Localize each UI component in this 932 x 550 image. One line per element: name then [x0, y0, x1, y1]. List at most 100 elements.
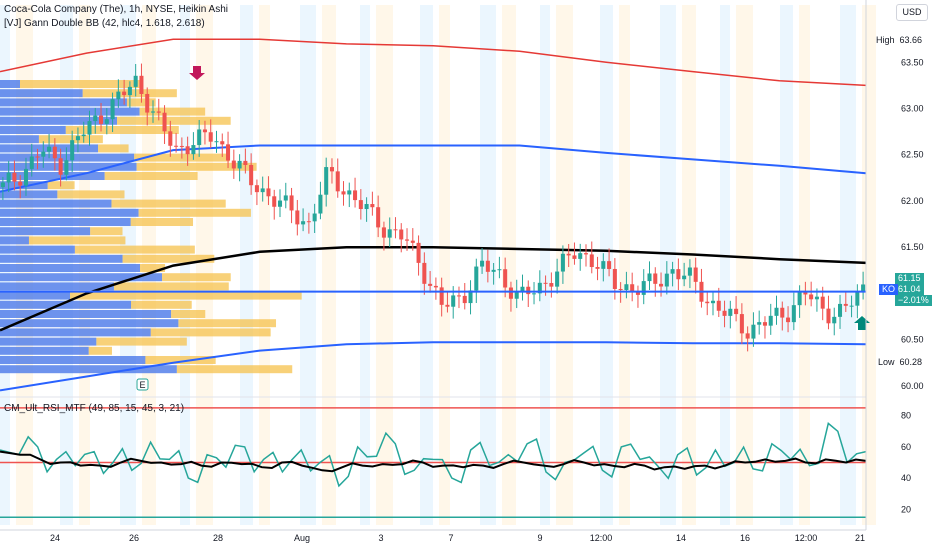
session-stripe	[196, 5, 213, 525]
candle-body	[433, 285, 438, 288]
volume-bar-up	[0, 236, 29, 245]
session-stripe	[660, 5, 676, 525]
candle-body	[376, 207, 381, 228]
candle-body	[480, 260, 485, 267]
volume-bar-up	[0, 208, 139, 217]
candle-body	[861, 284, 866, 293]
candle-body	[474, 266, 479, 291]
candle-body	[572, 255, 577, 259]
candle-body	[618, 288, 623, 290]
volume-bar-down	[139, 107, 206, 116]
candle-body	[399, 229, 404, 240]
session-stripe	[720, 5, 730, 525]
candle-body	[249, 164, 254, 186]
indicator-legend[interactable]: [VJ] Gann Double BB (42, hlc4, 1.618, 2.…	[4, 18, 205, 29]
candle-body	[329, 167, 334, 172]
volume-bar-down	[38, 135, 103, 144]
volume-bar-down	[150, 328, 271, 337]
candle-body	[110, 99, 115, 120]
time-tick-label: 16	[740, 533, 750, 543]
candle-body	[289, 195, 294, 211]
candle-body	[462, 295, 467, 304]
volume-bar-down	[98, 144, 129, 153]
candle-body	[243, 160, 248, 165]
volume-bar-up	[0, 356, 146, 364]
session-stripe	[702, 5, 714, 525]
candle-body	[353, 190, 358, 201]
volume-bar-up	[0, 282, 114, 291]
rsi-legend[interactable]: CM_Ult_RSI_MTF (49, 85, 15, 45, 3, 21)	[4, 403, 185, 414]
candle-body	[364, 204, 369, 210]
candle-body	[116, 91, 121, 100]
candle-body	[849, 305, 854, 307]
candle-body	[560, 253, 565, 272]
time-tick-label: 24	[50, 533, 60, 543]
candle-body	[503, 269, 508, 288]
candle-body	[716, 300, 721, 311]
session-stripe	[240, 5, 253, 525]
candle-body	[445, 304, 450, 307]
time-tick-label: 26	[129, 533, 139, 543]
candle-body	[52, 146, 57, 159]
candle-body	[12, 172, 17, 182]
candle-body	[260, 188, 265, 193]
volume-bar-up	[0, 89, 83, 98]
price-tick-label: 63.00	[901, 104, 924, 114]
volume-bar-down	[90, 227, 123, 236]
session-stripe	[759, 5, 774, 525]
candle-body	[301, 221, 306, 225]
time-tick-label: 3	[378, 533, 383, 543]
price-tick-label: 60.50	[901, 335, 924, 345]
price-change-label: −2.01%	[895, 295, 932, 306]
volume-bar-down	[122, 254, 215, 263]
rsi-tick-label: 20	[901, 504, 911, 514]
candle-body	[81, 134, 86, 137]
candle-body	[145, 93, 150, 113]
candle-body	[168, 131, 173, 146]
volume-bar-down	[104, 172, 198, 180]
volume-bar-down	[57, 190, 125, 199]
session-stripe	[682, 5, 696, 525]
volume-bar-down	[139, 264, 166, 272]
candle-body	[87, 121, 92, 135]
rsi-tick-label: 60	[901, 442, 911, 452]
session-stripe	[439, 5, 450, 525]
candle-body	[29, 156, 34, 169]
time-tick-label: 21	[855, 533, 865, 543]
volume-bar-down	[176, 365, 293, 374]
currency-button[interactable]: USD	[896, 4, 928, 21]
volume-bar-down	[47, 181, 75, 190]
volume-bar-up	[0, 310, 172, 318]
candle-body	[843, 303, 848, 306]
candle-body	[751, 324, 756, 339]
candle-body	[197, 129, 202, 146]
volume-bar-up	[0, 126, 66, 134]
low-label: Low 60.28	[878, 357, 923, 367]
volume-bar-up	[0, 245, 75, 254]
candle-body	[58, 158, 63, 175]
volume-bar-up	[0, 328, 151, 337]
candle-body	[70, 140, 75, 161]
volume-bar-down	[117, 116, 231, 125]
session-stripe	[600, 5, 613, 525]
volume-bar-up	[0, 300, 132, 309]
candle-body	[768, 315, 773, 326]
volume-bar-up	[0, 172, 105, 180]
candle-body	[272, 196, 277, 207]
volume-bar-up	[0, 135, 39, 144]
candle-body	[381, 227, 386, 238]
candle-body	[549, 283, 554, 287]
candle-body	[497, 269, 502, 271]
candle-body	[520, 286, 525, 292]
chart-title: Coca-Cola Company (The), 1h, NYSE, Heiki…	[4, 4, 228, 15]
candle-body	[439, 287, 444, 305]
candle-body	[607, 261, 612, 269]
session-stripe	[276, 5, 294, 525]
candle-body	[456, 295, 462, 297]
candle-body	[647, 273, 652, 282]
sell-arrow-icon	[189, 66, 205, 80]
candle-body	[762, 322, 767, 326]
candle-body	[728, 308, 733, 316]
session-stripe	[342, 5, 354, 525]
